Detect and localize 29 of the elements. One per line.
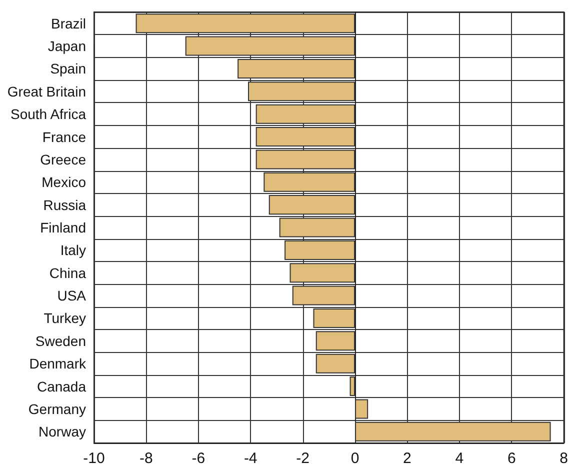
x-tick-label: -10 <box>83 450 105 467</box>
y-tick-label: Sweden <box>35 332 86 349</box>
x-tick-label: 2 <box>403 450 412 467</box>
y-tick-label: Brazil <box>50 15 86 32</box>
y-tick-label: Germany <box>28 400 86 417</box>
x-tick-label: 8 <box>560 450 568 467</box>
y-tick-label: USA <box>57 288 87 304</box>
y-tick-label: Great Britain <box>7 83 86 100</box>
y-tick-label: China <box>49 264 86 281</box>
y-tick-label: Italy <box>60 242 86 258</box>
y-tick-label: Mexico <box>42 174 86 190</box>
x-tick-label: -6 <box>192 450 206 467</box>
x-tick-label: 0 <box>350 450 360 467</box>
y-tick-label: Denmark <box>29 356 87 372</box>
x-tick-label: -2 <box>296 450 310 467</box>
x-tick-label: 4 <box>455 450 464 467</box>
y-tick-label: France <box>42 128 86 145</box>
y-tick-label: Spain <box>50 60 86 77</box>
x-tick-label: -4 <box>244 450 258 467</box>
y-tick-label: Canada <box>36 378 86 394</box>
y-tick-label: South Africa <box>10 106 86 122</box>
y-tick-label: Russia <box>43 196 86 213</box>
y-tick-label: Japan <box>48 38 86 54</box>
y-tick-label: Greece <box>40 151 86 168</box>
y-tick-label: Norway <box>38 424 86 440</box>
y-tick-label: Finland <box>40 220 86 236</box>
x-tick-label: -8 <box>140 450 153 467</box>
x-tick-label: 6 <box>507 450 516 467</box>
y-tick-label: Turkey <box>44 310 86 326</box>
